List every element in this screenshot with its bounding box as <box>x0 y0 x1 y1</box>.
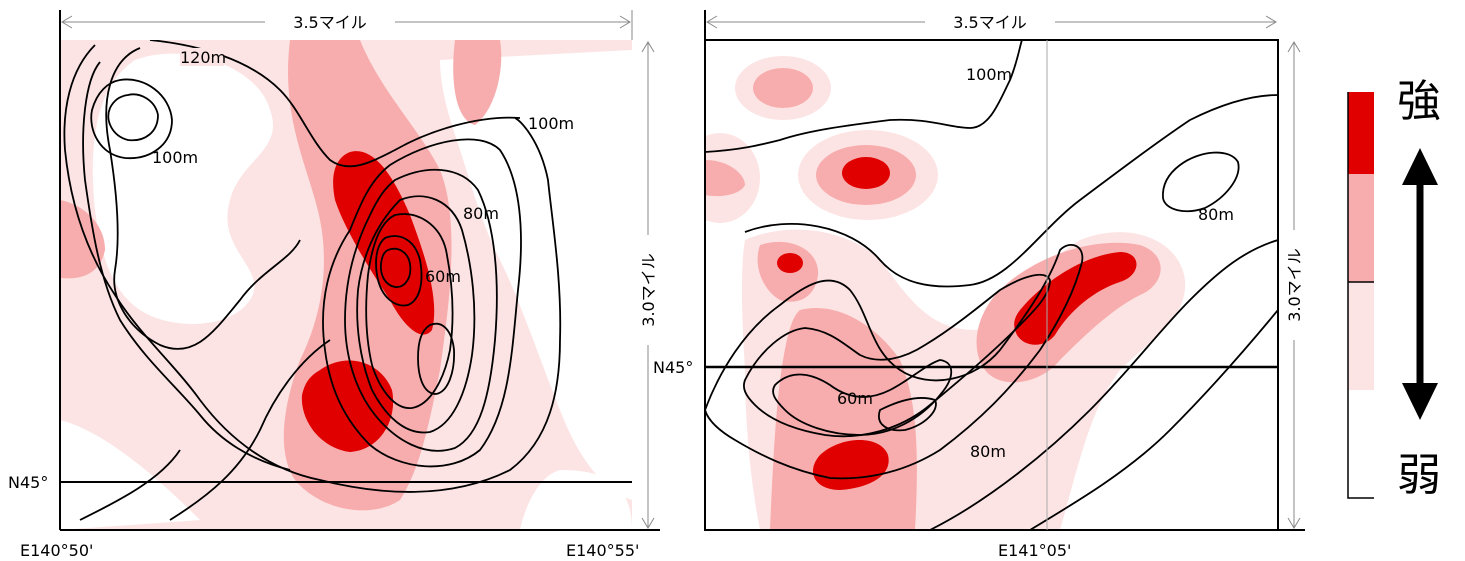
contour-line <box>356 195 476 434</box>
legend-strong-swatch <box>1348 92 1374 174</box>
left-width-dimension: 3.5マイル <box>61 10 631 34</box>
contour-line <box>417 322 455 395</box>
contour-line <box>169 339 331 521</box>
contour-line <box>149 40 521 168</box>
right-width-label: 3.5マイル <box>953 13 1026 32</box>
left-longitude-left-label: E140°50' <box>20 541 93 560</box>
right-height-dimension: 3.0マイル <box>1282 41 1306 529</box>
legend-light-swatch <box>1348 282 1374 390</box>
contour-label: 100m <box>966 65 1012 84</box>
contour-label: 60m <box>837 389 873 408</box>
contour-line <box>929 239 1278 530</box>
contour-line <box>742 273 1051 438</box>
contour-label: 80m <box>463 204 499 223</box>
contour-line <box>322 138 522 468</box>
left-height-label: 3.0マイル <box>639 253 658 326</box>
contour-line <box>375 235 423 307</box>
left-anomaly-fill <box>60 40 632 530</box>
right-longitude-label: E141°05' <box>998 541 1071 560</box>
left-width-label: 3.5マイル <box>293 13 366 32</box>
intensity-legend: 強 弱 <box>1347 76 1441 501</box>
contour-label: 80m <box>970 442 1006 461</box>
right-anomaly-fill <box>705 56 1186 530</box>
legend-weak-swatch <box>1348 390 1374 498</box>
right-map: 3.5マイル 3.0マイル 100m 80m 60m 80m N45° E141… <box>653 10 1306 560</box>
left-height-dimension: 3.0マイル <box>636 41 660 529</box>
left-latitude-label: N45° <box>8 473 48 492</box>
contour-label: 120m <box>180 48 226 67</box>
contour-line <box>744 94 1278 288</box>
contour-line <box>365 213 454 409</box>
contour-line <box>63 44 562 493</box>
contour-label: 100m <box>528 114 574 133</box>
contour-line <box>1162 151 1240 212</box>
contour-line <box>380 247 412 288</box>
legend-mid-swatch <box>1348 174 1374 282</box>
left-longitude-right-label: E140°55' <box>566 541 639 560</box>
contour-line <box>105 47 301 350</box>
contour-label: 100m <box>152 148 198 167</box>
contour-line <box>1029 309 1278 530</box>
legend-weak-label: 弱 <box>1397 450 1441 501</box>
contour-line <box>705 40 1023 153</box>
right-height-label: 3.0マイル <box>1285 248 1304 321</box>
contour-label: 60m <box>425 267 461 286</box>
double-arrow-vertical-icon <box>1402 148 1438 420</box>
contour-line <box>344 168 498 452</box>
right-contours <box>705 40 1278 530</box>
legend-strong-label: 強 <box>1397 76 1441 127</box>
contour-line <box>90 78 173 159</box>
contour-line <box>79 449 181 521</box>
contour-line <box>107 93 159 142</box>
contour-line <box>878 397 937 432</box>
contour-line <box>772 359 953 436</box>
contour-line <box>705 244 1084 480</box>
contour-label: 80m <box>1198 205 1234 224</box>
contour-line <box>82 61 291 471</box>
left-contours <box>63 40 562 521</box>
right-latitude-label: N45° <box>653 358 693 377</box>
left-map: 3.5マイル 3.0マイル 120m 100m 100m 80m 60m N45… <box>8 10 660 560</box>
right-width-dimension: 3.5マイル <box>706 10 1277 34</box>
